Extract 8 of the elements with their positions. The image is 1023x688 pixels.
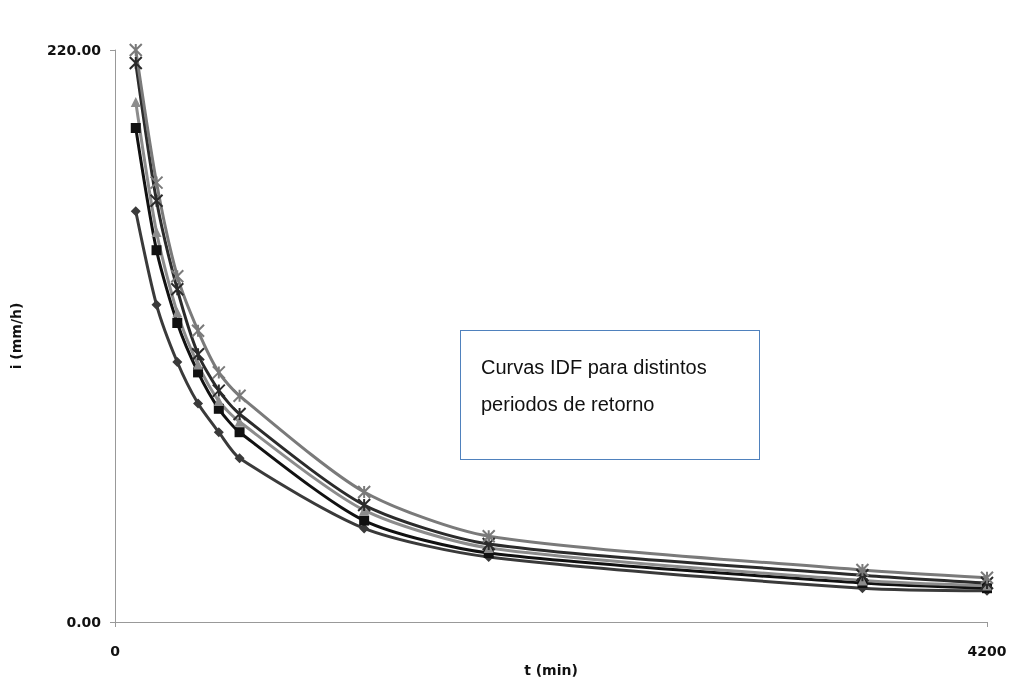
y-axis-title: i (mm/h) (8, 302, 24, 370)
x-tick-label: 0 (110, 643, 121, 659)
y-tick-label: 0.00 (66, 614, 102, 630)
text-box: Curvas IDF para distintos periodos de retorno (460, 330, 760, 460)
annotation: Curvas IDF para distintos periodos de retorno (481, 355, 708, 417)
x-axis-title: t (min) (524, 661, 578, 678)
y-tick-label: 220.00 (46, 42, 102, 58)
x-tick-label: 4200 (967, 643, 1007, 659)
